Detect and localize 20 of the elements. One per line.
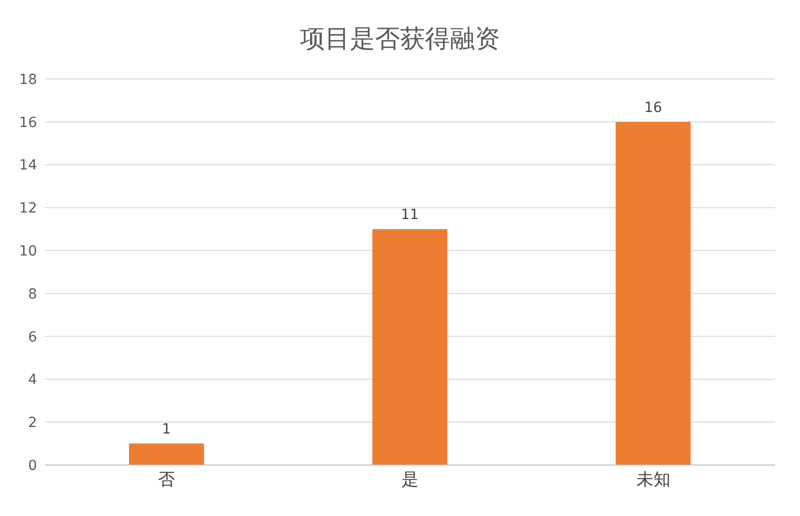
y-tick-label: 2 — [28, 415, 37, 432]
y-tick-label: 14 — [19, 158, 38, 174]
y-tick-label: 0 — [28, 458, 37, 474]
x-tick-label: 未知 — [636, 470, 670, 490]
y-tick-label: 16 — [19, 114, 38, 131]
bar — [129, 444, 204, 465]
chart-title: 项目是否获得融资 — [299, 23, 501, 55]
x-tick-label: 是 — [402, 470, 418, 490]
data-label: 1 — [162, 422, 171, 438]
x-tick-label: 否 — [158, 470, 176, 490]
y-tick-label: 12 — [19, 200, 37, 217]
data-label: 16 — [644, 100, 662, 116]
y-tick-label: 10 — [19, 244, 37, 260]
y-tick-label: 8 — [28, 286, 37, 302]
data-label: 11 — [400, 207, 419, 224]
bar — [372, 229, 448, 465]
y-tick-label: 18 — [19, 72, 37, 88]
y-tick-label: 4 — [28, 372, 38, 388]
y-tick-label: 6 — [28, 329, 38, 346]
bar — [616, 122, 691, 465]
